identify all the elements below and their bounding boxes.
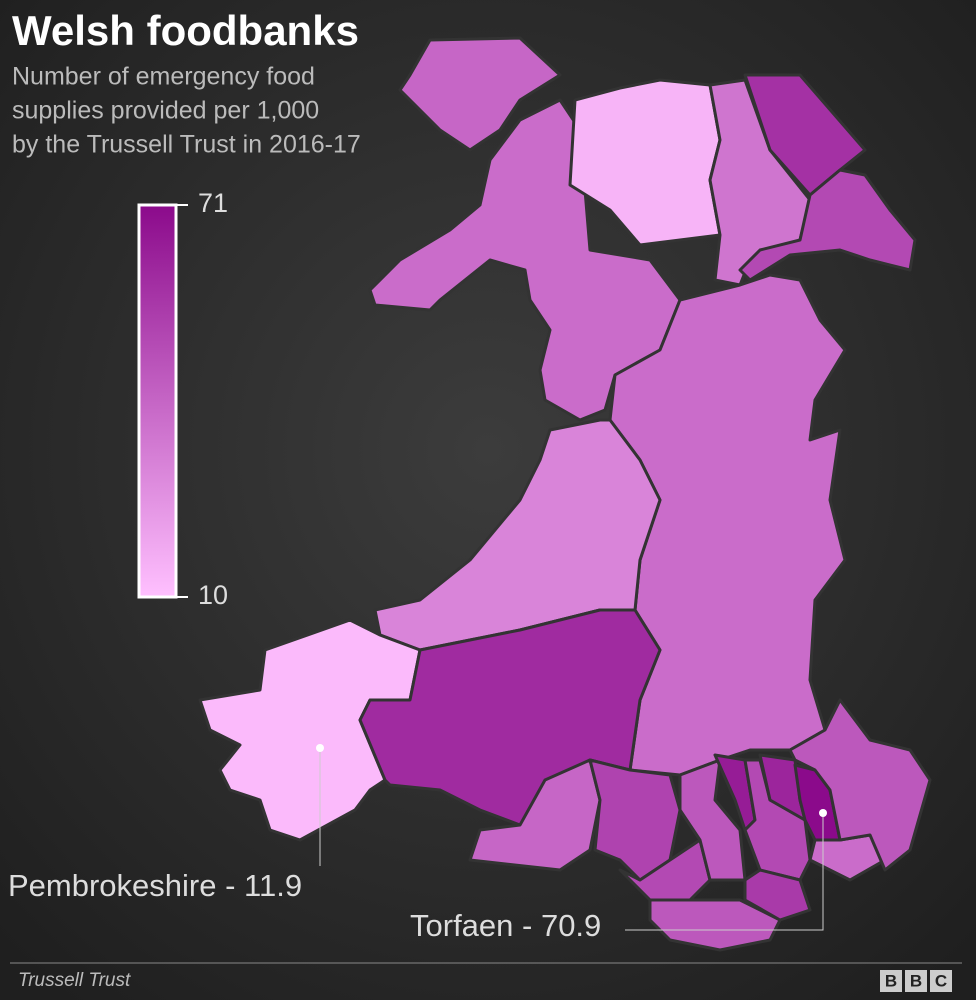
- logo-box: [905, 970, 927, 992]
- leader-line: [625, 813, 824, 931]
- subtitle: Number of emergency food: [12, 63, 315, 91]
- region: [648, 898, 782, 952]
- subtitle: supplies provided per 1,000: [12, 97, 319, 125]
- source: Trussell Trust: [18, 970, 131, 991]
- legend-bar: [137, 203, 178, 599]
- region: [738, 168, 917, 282]
- logo-box: [930, 970, 952, 992]
- legend: 71 10: [176, 188, 228, 610]
- legend-tick-label: 71: [198, 188, 228, 218]
- region: [398, 36, 562, 152]
- region: [368, 98, 682, 422]
- annotation: Torfaen - 70.9: [410, 908, 601, 943]
- pointer-dot: [819, 809, 827, 817]
- logo-letter: B: [910, 971, 922, 990]
- title: Welsh foodbanks: [12, 7, 359, 54]
- logo-letter: C: [935, 971, 947, 990]
- region: [743, 868, 812, 922]
- region: [788, 698, 932, 872]
- subtitle: by the Trussell Trust in 2016-17: [12, 131, 361, 159]
- logo: B B C: [880, 970, 952, 992]
- legend-tick-label: 10: [198, 580, 228, 610]
- region: [618, 838, 712, 902]
- region: [198, 618, 422, 842]
- pointer-dot: [316, 744, 324, 752]
- logo-box: [880, 970, 902, 992]
- logo-letter: B: [885, 971, 897, 990]
- annotation: Pembrokeshire - 11.9: [8, 868, 302, 903]
- regions: [198, 36, 932, 952]
